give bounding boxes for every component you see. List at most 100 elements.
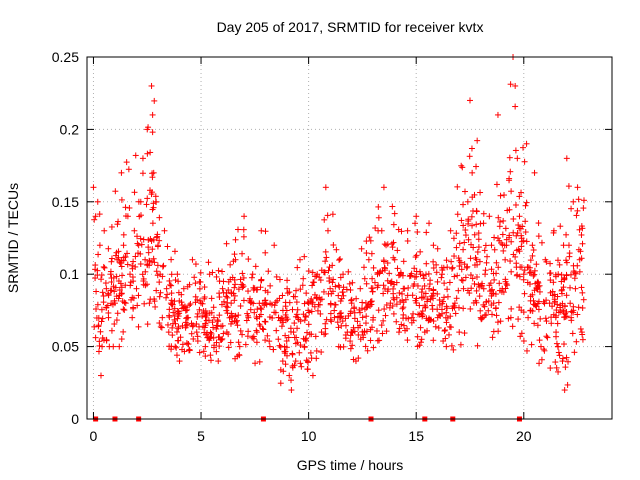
data-point <box>289 306 296 313</box>
data-point <box>250 284 257 291</box>
data-point <box>537 315 544 322</box>
data-point <box>507 258 514 265</box>
data-point <box>495 214 502 221</box>
data-point <box>534 300 541 307</box>
data-point <box>443 309 450 316</box>
data-point <box>284 290 291 297</box>
data-point <box>393 318 400 325</box>
data-point <box>224 310 231 317</box>
data-point <box>550 279 557 286</box>
data-point <box>461 188 468 195</box>
data-point <box>213 273 220 280</box>
data-point <box>489 286 496 293</box>
data-point <box>479 282 486 289</box>
data-point <box>232 312 239 319</box>
data-point <box>454 272 461 279</box>
data-point <box>530 246 537 253</box>
data-point <box>475 236 482 243</box>
data-point <box>432 323 439 330</box>
data-point <box>232 236 239 243</box>
data-point <box>459 277 466 284</box>
data-point <box>207 334 214 341</box>
data-point <box>192 261 199 268</box>
data-point <box>580 205 587 212</box>
data-point <box>413 252 420 259</box>
data-point <box>561 274 568 281</box>
data-point <box>148 82 155 89</box>
data-point <box>134 302 141 309</box>
data-point <box>407 272 414 279</box>
data-point <box>494 319 501 326</box>
data-point <box>517 264 524 271</box>
data-point <box>375 203 382 210</box>
data-point <box>435 324 442 331</box>
data-point <box>518 330 525 337</box>
data-point <box>185 314 192 321</box>
data-point <box>400 258 407 265</box>
data-point <box>447 324 454 331</box>
data-point <box>563 354 570 361</box>
data-point <box>430 258 437 265</box>
data-point <box>177 334 184 341</box>
data-point <box>92 334 99 341</box>
data-point <box>560 284 567 291</box>
data-point <box>149 111 156 118</box>
data-point <box>506 206 513 213</box>
data-point <box>399 305 406 312</box>
data-point <box>121 299 128 306</box>
data-point <box>404 227 411 234</box>
data-point <box>468 285 475 292</box>
data-point <box>292 358 299 365</box>
data-point <box>260 326 267 333</box>
data-point <box>473 256 480 263</box>
data-point <box>514 155 521 162</box>
data-point <box>179 302 186 309</box>
data-point <box>444 293 451 300</box>
data-point <box>118 169 125 176</box>
data-point <box>234 317 241 324</box>
data-point <box>151 259 158 266</box>
data-point <box>245 314 252 321</box>
data-point <box>130 258 137 265</box>
data-point <box>91 216 98 223</box>
data-point <box>144 150 151 157</box>
data-point <box>379 330 386 337</box>
data-point <box>171 248 178 255</box>
data-point <box>534 322 541 329</box>
data-point <box>476 283 483 290</box>
data-point <box>478 315 485 322</box>
data-point <box>98 306 105 313</box>
data-point <box>430 290 437 297</box>
data-point <box>284 277 291 284</box>
data-point <box>477 307 484 314</box>
data-point <box>117 260 124 267</box>
data-point <box>322 330 329 337</box>
data-point <box>370 264 377 271</box>
data-point <box>533 285 540 292</box>
data-point <box>164 321 171 328</box>
data-point <box>483 259 490 266</box>
data-point <box>182 324 189 331</box>
plot-frame <box>86 56 613 420</box>
data-point <box>471 280 478 287</box>
data-point <box>421 282 428 289</box>
data-point <box>451 273 458 280</box>
data-point <box>313 347 320 354</box>
data-point <box>97 328 104 335</box>
data-point <box>180 285 187 292</box>
data-point <box>538 239 545 246</box>
data-point <box>163 285 170 292</box>
data-point <box>500 217 507 224</box>
data-point <box>202 313 209 320</box>
data-point <box>208 330 215 337</box>
data-point <box>219 322 226 329</box>
data-point <box>508 238 515 245</box>
data-point <box>338 310 345 317</box>
data-point <box>303 357 310 364</box>
data-point <box>466 153 473 160</box>
data-point <box>491 246 498 253</box>
data-point <box>206 335 213 342</box>
data-point <box>158 324 165 331</box>
data-point <box>455 255 462 262</box>
data-point <box>461 261 468 268</box>
